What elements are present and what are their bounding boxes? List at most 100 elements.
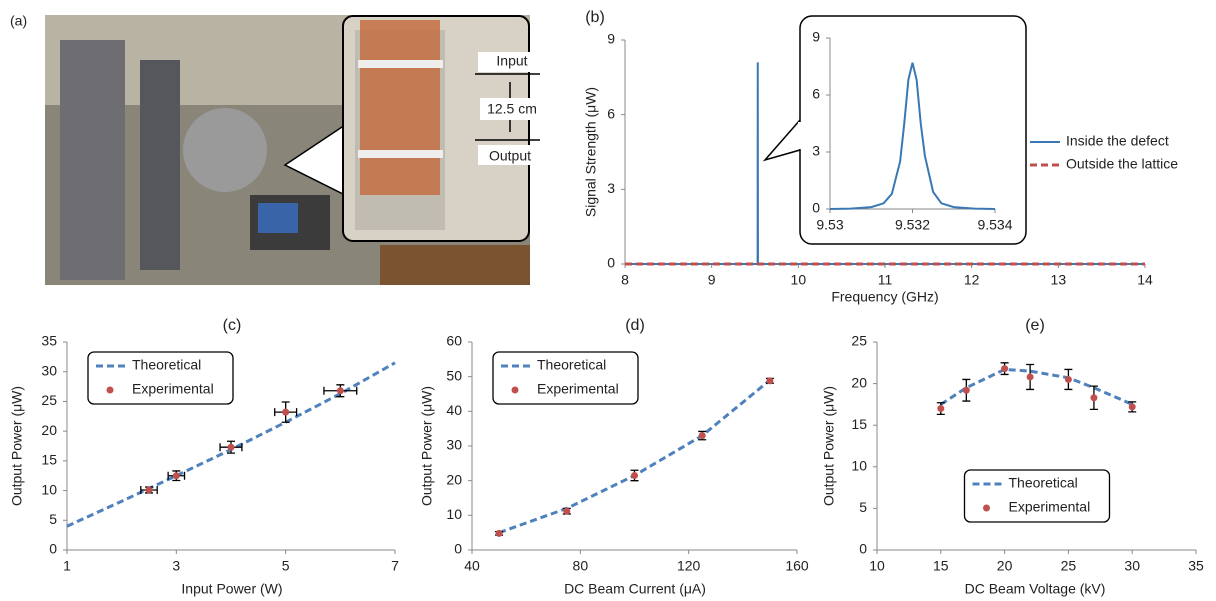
data-point <box>1090 394 1098 402</box>
y-tick-label: 10 <box>446 506 462 522</box>
y-tick-label: 15 <box>851 416 867 432</box>
x-axis-label: Input Power (W) <box>181 581 282 597</box>
data-point <box>1026 373 1034 381</box>
data-point <box>766 377 774 385</box>
x-tick-label: 9.534 <box>977 217 1012 233</box>
y-tick-label: 5 <box>49 511 57 527</box>
y-axis-label: Output Power (μW) <box>821 386 837 506</box>
x-tick-label: 5 <box>282 558 290 574</box>
x-axis-label: Frequency (GHz) <box>831 289 938 305</box>
x-axis-label: DC Beam Voltage (kV) <box>965 581 1106 597</box>
y-tick-label: 25 <box>851 333 867 349</box>
x-tick-label: 9.53 <box>816 217 843 233</box>
x-tick-label: 30 <box>1124 558 1140 574</box>
y-tick-label: 10 <box>41 481 57 497</box>
x-tick-label: 1 <box>63 558 71 574</box>
inset-frame <box>762 15 1027 245</box>
x-tick-label: 12 <box>964 272 980 288</box>
x-tick-label: 20 <box>997 558 1013 574</box>
data-point <box>698 432 706 440</box>
y-tick-label: 5 <box>859 499 867 515</box>
data-point <box>937 405 945 413</box>
x-tick-label: 10 <box>791 272 807 288</box>
y-tick-label: 0 <box>859 541 867 557</box>
y-tick-label: 6 <box>607 105 615 121</box>
chart-title: (c) <box>223 317 242 334</box>
chart-title: (d) <box>625 317 645 334</box>
x-tick-label: 13 <box>1051 272 1067 288</box>
x-tick-label: 9 <box>708 272 716 288</box>
legend-label: Experimental <box>1009 499 1091 515</box>
y-tick-label: 40 <box>446 402 462 418</box>
y-tick-label: 0 <box>454 541 462 557</box>
y-tick-label: 6 <box>812 86 820 102</box>
chart-title: (b) <box>585 9 605 26</box>
x-tick-label: 80 <box>573 558 589 574</box>
x-tick-label: 3 <box>172 558 180 574</box>
y-tick-label: 20 <box>446 471 462 487</box>
legend-marker <box>106 386 114 394</box>
photo <box>45 15 542 285</box>
y-tick-label: 60 <box>446 333 462 349</box>
x-tick-label: 11 <box>878 272 893 288</box>
chart-title: (e) <box>1025 317 1045 334</box>
data-point <box>495 529 503 537</box>
legend-marker <box>511 386 519 394</box>
x-tick-label: 40 <box>464 558 480 574</box>
data-point <box>1128 403 1136 411</box>
legend-label: Theoretical <box>537 357 606 373</box>
y-axis-label: Output Power (μW) <box>419 386 435 506</box>
legend-label: Theoretical <box>1009 475 1078 491</box>
panel-label: (a) <box>10 13 27 29</box>
data-point <box>1064 375 1072 383</box>
x-tick-label: 120 <box>677 558 701 574</box>
x-tick-label: 9.532 <box>895 217 930 233</box>
y-tick-label: 50 <box>446 367 462 383</box>
y-axis-label: Output Power (μW) <box>9 386 25 506</box>
x-tick-label: 7 <box>391 558 399 574</box>
x-tick-label: 10 <box>869 558 885 574</box>
data-point <box>1001 365 1009 373</box>
y-tick-label: 30 <box>446 437 462 453</box>
photo-annotation: Output <box>489 148 531 164</box>
y-tick-label: 10 <box>851 458 867 474</box>
y-tick-label: 35 <box>41 333 57 349</box>
y-tick-label: 3 <box>607 180 615 196</box>
legend-label: Outside the lattice <box>1066 156 1178 172</box>
y-tick-label: 20 <box>41 422 57 438</box>
x-tick-label: 35 <box>1188 558 1204 574</box>
y-tick-label: 3 <box>812 143 820 159</box>
x-tick-label: 25 <box>1061 558 1077 574</box>
y-tick-label: 15 <box>41 452 57 468</box>
y-tick-label: 0 <box>812 200 820 216</box>
x-tick-label: 15 <box>933 558 949 574</box>
data-point <box>962 386 970 394</box>
photo-annotation: 12.5 cm <box>487 101 537 117</box>
data-point <box>282 408 290 416</box>
legend-label: Experimental <box>537 381 619 397</box>
data-point <box>172 472 180 480</box>
y-axis-label: Signal Strength (μW) <box>583 87 599 217</box>
y-tick-label: 9 <box>607 31 615 47</box>
photo-annotation: Input <box>496 53 527 69</box>
y-tick-label: 0 <box>49 541 57 557</box>
y-tick-label: 0 <box>607 255 615 271</box>
legend-marker <box>983 504 990 512</box>
y-tick-label: 20 <box>851 374 867 390</box>
y-tick-label: 9 <box>812 29 820 45</box>
y-tick-label: 25 <box>41 392 57 408</box>
legend-label: Experimental <box>132 381 214 397</box>
data-point <box>336 387 344 395</box>
legend-label: Theoretical <box>132 357 201 373</box>
x-tick-label: 14 <box>1137 272 1153 288</box>
y-tick-label: 30 <box>41 362 57 378</box>
data-point <box>227 443 235 451</box>
legend-label: Inside the defect <box>1066 133 1169 149</box>
x-tick-label: 8 <box>621 272 629 288</box>
x-tick-label: 160 <box>785 558 809 574</box>
data-line <box>829 62 996 210</box>
data-point <box>563 507 571 515</box>
x-axis-label: DC Beam Current (μA) <box>564 581 706 597</box>
data-point <box>631 471 638 479</box>
